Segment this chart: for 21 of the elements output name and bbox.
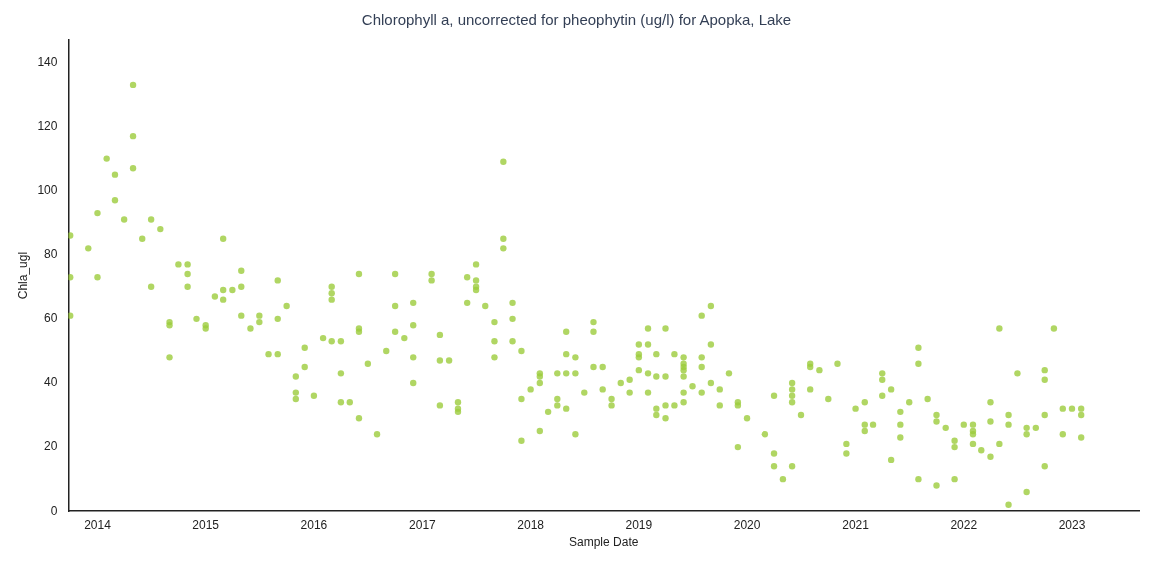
x-tick-label: 2021 [842, 517, 870, 532]
y-tick-label: 140 [37, 54, 58, 69]
x-tick-label: 2015 [192, 517, 220, 532]
x-tick-label: 2014 [84, 517, 112, 532]
y-tick-label: 100 [37, 182, 58, 197]
y-tick-label: 80 [44, 247, 58, 262]
y-tick-label: 40 [44, 375, 58, 390]
x-tick-label: 2017 [409, 517, 437, 532]
x-tick-label: 2018 [517, 517, 545, 532]
x-tick-label: 2016 [300, 517, 328, 532]
x-tick-label: 2022 [950, 517, 978, 532]
y-tick-label: 0 [50, 503, 58, 518]
x-axis-title: Sample Date [569, 535, 639, 550]
y-axis-title: Chla_ugl [15, 251, 30, 300]
x-tick-label: 2023 [1058, 517, 1086, 532]
x-tick-label: 2020 [733, 517, 761, 532]
y-tick-label: 60 [44, 311, 58, 326]
chart-title: Chlorophyll a, uncorrected for pheophytin (ug/l) for Apopka, Lake [361, 11, 792, 29]
y-tick-label: 20 [44, 439, 58, 454]
x-tick-label: 2019 [625, 517, 653, 532]
y-tick-label: 120 [37, 118, 58, 133]
